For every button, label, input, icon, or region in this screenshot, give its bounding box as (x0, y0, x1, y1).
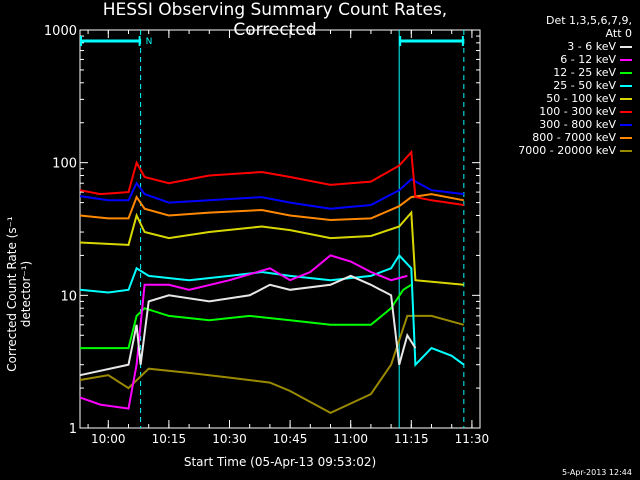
series-layer (79, 149, 465, 415)
x-tick-label: 11:00 (333, 432, 368, 446)
annotation-layer: N (80, 30, 465, 428)
legend-entry-label: 3 - 6 keV (567, 40, 616, 53)
legend-entry-label: 50 - 100 keV (546, 92, 616, 105)
plot-frame (79, 29, 481, 429)
legend-entry: 7000 - 20000 keV (486, 144, 632, 157)
legend-entry-label: 12 - 25 keV (553, 66, 616, 79)
series-line (80, 283, 412, 350)
timestamp: 5-Apr-2013 12:44 (562, 468, 632, 477)
legend-swatch (620, 45, 632, 48)
legend-entry: 12 - 25 keV (486, 66, 632, 79)
series-line (79, 274, 417, 377)
series-line (79, 193, 464, 222)
legend-swatch (620, 97, 632, 100)
legend-entry-label: 6 - 12 keV (560, 53, 616, 66)
series-line (79, 253, 465, 368)
y-tick-label: 100 (52, 157, 77, 172)
tick-labels: 10:00 10:15 10:30 10:45 11:00 11:15 11:30 1 10 10… (44, 24, 489, 446)
x-tick-label: 10:30 (212, 432, 247, 446)
series-line (79, 149, 464, 206)
legend-entry: 800 - 7000 keV (486, 131, 632, 144)
series-line (79, 177, 464, 210)
legend-entry: 3 - 6 keV (486, 40, 632, 53)
y-tick-label: 10 (60, 289, 77, 304)
x-tick-label: 11:15 (394, 432, 429, 446)
axis-ticks (80, 29, 480, 429)
annotation-label: N (146, 37, 153, 47)
x-tick-label: 10:00 (91, 432, 126, 446)
legend-swatch (620, 123, 632, 126)
legend-entry: 300 - 800 keV (486, 118, 632, 131)
legend-entry-label: 7000 - 20000 keV (518, 144, 616, 157)
legend-attenuator: Att 0 (605, 27, 632, 40)
legend-entry-label: 100 - 300 keV (539, 105, 616, 118)
legend-entry: 25 - 50 keV (486, 79, 632, 92)
y-axis-label: Corrected Count Rate (s⁻¹ detector⁻¹) (5, 216, 33, 372)
legend-swatch (620, 71, 632, 74)
legend-swatch (620, 84, 632, 87)
legend-swatch (620, 110, 632, 113)
y-tick-label: 1000 (44, 24, 77, 39)
legend-detectors: Det 1,3,5,6,7,9, (545, 14, 632, 27)
legend-entries: 3 - 6 keV 6 - 12 keV 12 - 25 keV 25 - 50 ke… (486, 40, 632, 157)
legend-entry-label: 25 - 50 keV (553, 79, 616, 92)
chart-title: HESSI Observing Summary Count Rates, Cor… (102, 0, 448, 40)
legend-entry: 6 - 12 keV (486, 53, 632, 66)
series-line (79, 254, 408, 410)
y-tick-label: 1 (69, 422, 77, 437)
x-tick-label: 11:30 (455, 432, 490, 446)
series-line (79, 210, 464, 286)
legend-swatch (620, 136, 632, 139)
legend-entry-label: 800 - 7000 keV (532, 131, 616, 144)
legend-entry: 50 - 100 keV (486, 92, 632, 105)
legend-entry: 100 - 300 keV (486, 105, 632, 118)
legend-swatch (620, 58, 632, 61)
x-tick-label: 10:15 (152, 432, 187, 446)
legend-entry-label: 300 - 800 keV (539, 118, 616, 131)
legend-swatch (620, 149, 632, 152)
x-tick-label: 10:45 (273, 432, 308, 446)
x-axis-label: Start Time (05-Apr-13 09:53:02) (183, 455, 377, 469)
legend: Det 1,3,5,6,7,9, Att 0 3 - 6 keV 6 - 12 k… (486, 14, 632, 157)
